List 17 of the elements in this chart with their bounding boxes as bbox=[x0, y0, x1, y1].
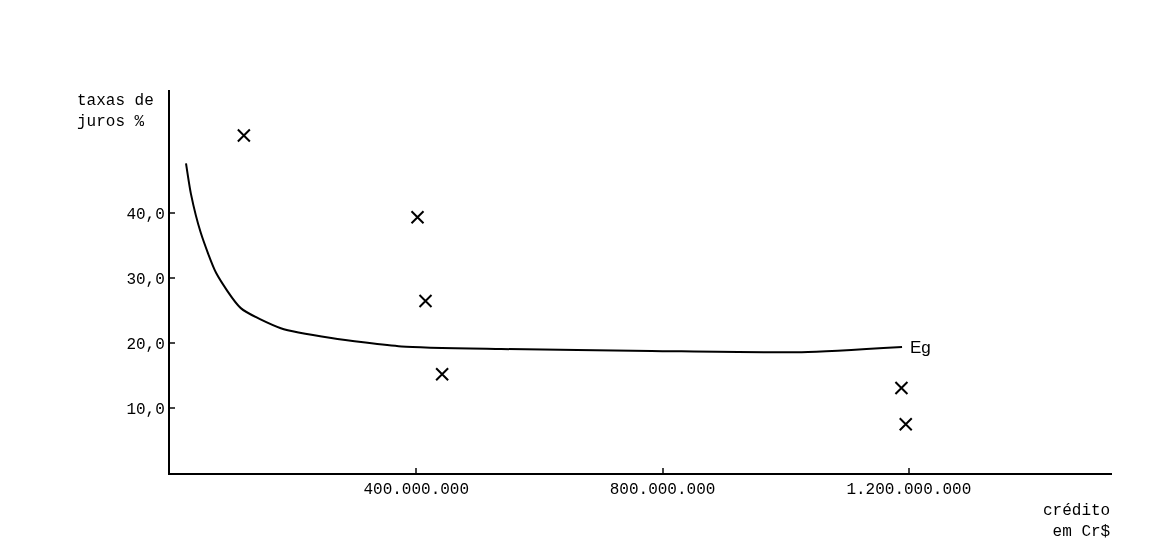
x-axis-title: crédito em Cr$ bbox=[1043, 502, 1111, 541]
point bbox=[236, 128, 251, 143]
point bbox=[418, 293, 433, 308]
x-tick-label: 1.200.000.000 bbox=[846, 481, 972, 500]
y-tick-label: 40,0 bbox=[126, 205, 165, 224]
point bbox=[898, 417, 913, 432]
y-tick-label: 30,0 bbox=[126, 270, 165, 289]
point bbox=[435, 367, 450, 382]
y-tick-label: 20,0 bbox=[126, 335, 165, 354]
line-series bbox=[185, 162, 904, 354]
point bbox=[410, 210, 425, 225]
y-axis-title: taxas de juros % bbox=[77, 92, 154, 131]
x-tick-label: 400.000.000 bbox=[363, 481, 470, 500]
series-label: Eg bbox=[910, 338, 931, 357]
y-tick-label: 10,0 bbox=[126, 400, 165, 419]
x-tick-label: 800.000.000 bbox=[609, 481, 716, 500]
point bbox=[894, 380, 909, 395]
